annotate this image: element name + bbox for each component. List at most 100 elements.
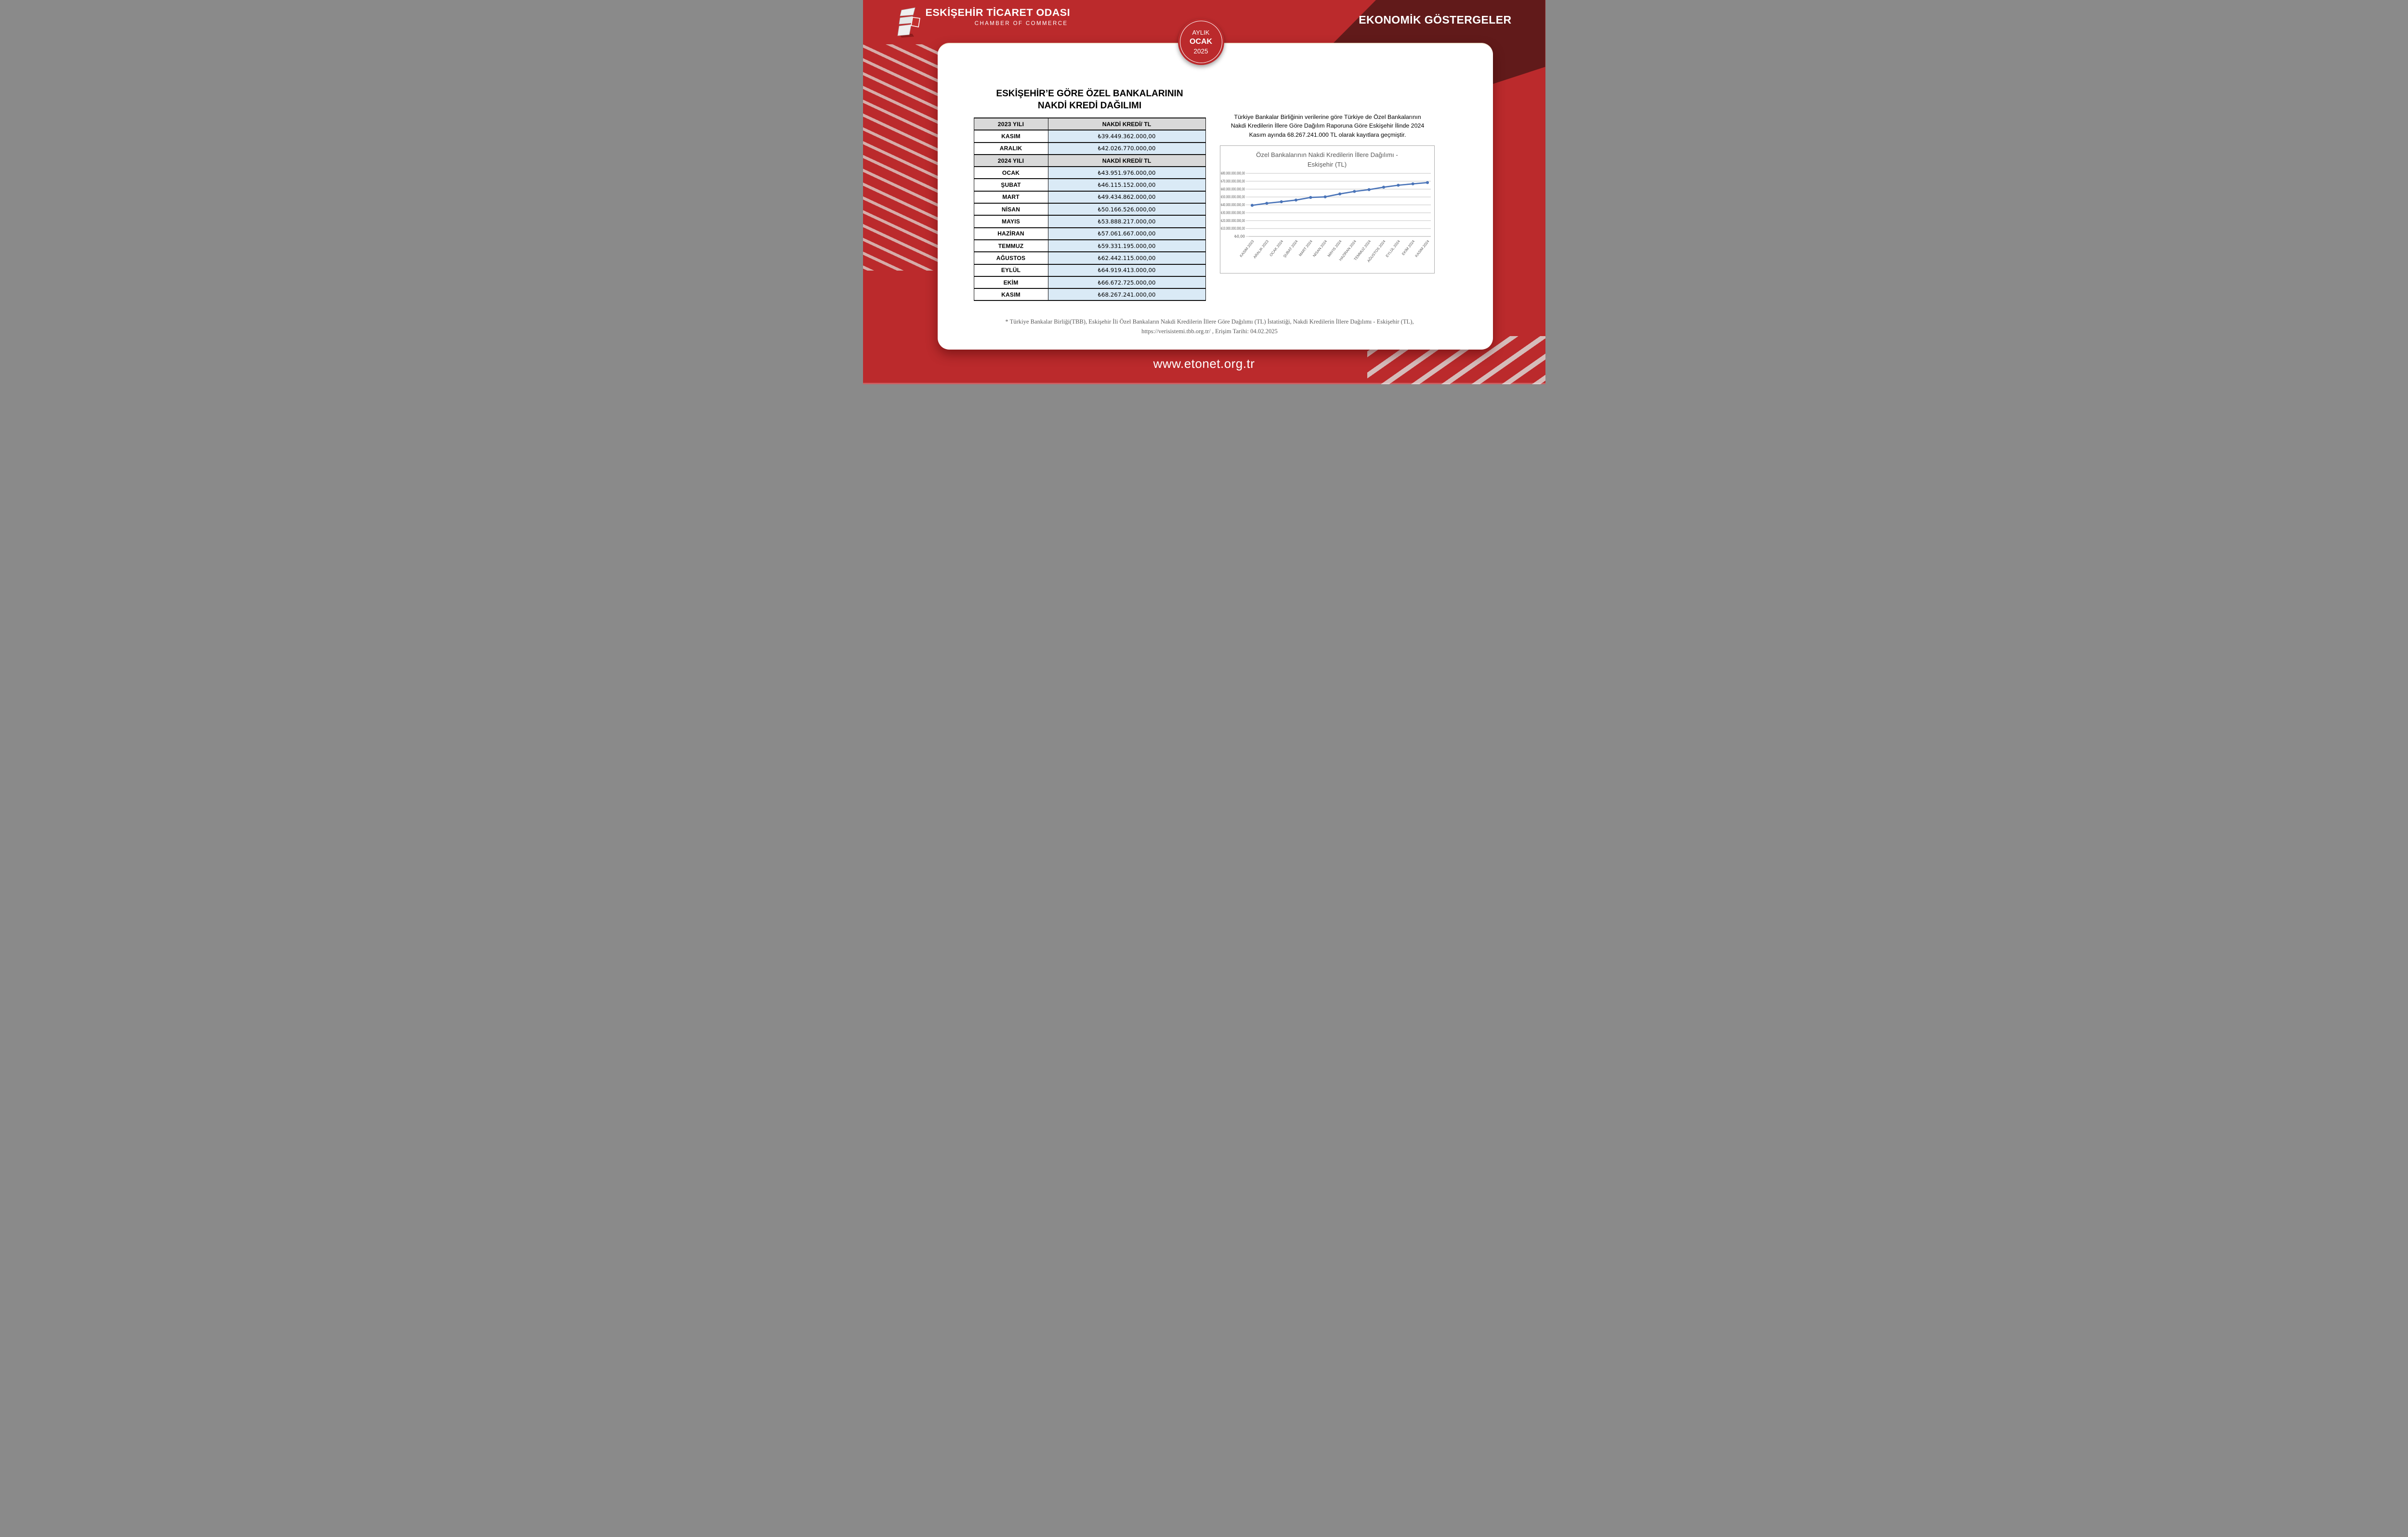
x-axis-tick-label: ŞUBAT 2024 [1282, 239, 1298, 258]
month-cell: MART [973, 190, 1048, 204]
credit-value-cell: ₺39.449.362.000,00 [1047, 130, 1206, 143]
chart-plot-area: ₺80.000.000.000,00 ₺70.000.000.000,00 ₺60.… [1221, 171, 1431, 263]
month-row: OCAK ₺43.951.976.000,00 [973, 166, 1206, 180]
month-cell: EKİM [973, 275, 1048, 289]
month-cell: AĞUSTOS [973, 251, 1048, 265]
month-row: AĞUSTOS ₺62.442.115.000,00 [973, 251, 1206, 265]
month-row: KASIM ₺68.267.241.000,00 [973, 288, 1206, 301]
month-row: MART ₺49.434.862.000,00 [973, 190, 1206, 204]
y-axis-tick-label: ₺40.000.000.000,00 [1221, 203, 1245, 207]
data-point-marker [1352, 190, 1356, 193]
chamber-name-english: CHAMBER OF COMMERCE [974, 21, 1068, 26]
chamber-logo-icon [897, 7, 920, 38]
badge-period-label: AYLIK [1192, 29, 1210, 36]
credit-value-cell: ₺49.434.862.000,00 [1047, 190, 1206, 204]
month-row: NİSAN ₺50.166.526.000,00 [973, 203, 1206, 216]
month-row: KASIM ₺39.449.362.000,00 [973, 130, 1206, 143]
credit-table-title-line2: NAKDİ KREDİ DAĞILIMI [1037, 101, 1142, 111]
x-axis-tick-label: EYLÜL 2024 [1385, 239, 1400, 258]
credit-line-chart: Özel Bankalarının Nakdi Kredilerin İller… [1219, 145, 1435, 274]
credit-value-cell: ₺57.061.667.000,00 [1047, 227, 1206, 240]
source-footnote: * Türkiye Bankalar Birliği(TBB), Eskişeh… [947, 317, 1472, 337]
credit-value-cell: ₺53.888.217.000,00 [1047, 215, 1206, 228]
x-axis-tick-label: OCAK 2024 [1269, 239, 1284, 257]
chart-title: Özel Bankalarının Nakdi Kredilerin İller… [1220, 150, 1434, 169]
credit-value-cell: ₺66.672.725.000,00 [1047, 275, 1206, 289]
y-axis-tick-label: ₺20.000.000.000,00 [1221, 218, 1245, 222]
month-cell: MAYIS [973, 215, 1048, 228]
y-axis-tick-label: ₺70.000.000.000,00 [1221, 179, 1245, 183]
bulletin-page: ESKİŞEHİR TİCARET ODASI CHAMBER OF COMME… [863, 0, 1545, 384]
source-footnote-line1: * Türkiye Bankalar Birliği(TBB), Eskişeh… [1005, 318, 1414, 325]
chart-title-line2: Eskişehir (TL) [1307, 160, 1347, 168]
y-axis-tick-label: ₺10.000.000.000,00 [1221, 226, 1245, 231]
data-point-marker [1367, 188, 1371, 191]
credit-value-cell: ₺64.919.413.000,00 [1047, 263, 1206, 277]
x-axis-tick-label: KASIM 2023 [1239, 239, 1255, 258]
month-cell: KASIM [973, 130, 1048, 143]
data-point-marker [1411, 182, 1414, 185]
month-cell: ŞUBAT [973, 178, 1048, 192]
credit-value-cell: ₺46.115.152.000,00 [1047, 178, 1206, 192]
credit-table-body: 2023 YILI NAKDİ KREDİ/ TL KASIM ₺39.449.362… [973, 117, 1206, 301]
data-point-marker [1294, 198, 1297, 202]
year-label-cell: 2023 YILI [973, 117, 1048, 131]
website-url: www.etonet.org.tr [1153, 356, 1255, 371]
month-row: EKİM ₺66.672.725.000,00 [973, 275, 1206, 289]
month-cell: EYLÜL [973, 263, 1048, 277]
x-axis-tick-label: EKİM 2024 [1401, 239, 1415, 256]
chamber-logo: ESKİŞEHİR TİCARET ODASI CHAMBER OF COMME… [895, 7, 1071, 39]
x-axis-tick-label: KASIM 2024 [1414, 239, 1430, 258]
month-row: TEMMUZ ₺59.331.195.000,00 [973, 239, 1206, 253]
credit-value-cell: ₺50.166.526.000,00 [1047, 203, 1206, 216]
y-axis-tick-label: ₺30.000.000.000,00 [1221, 210, 1245, 215]
month-cell: TEMMUZ [973, 239, 1048, 253]
y-axis-tick-label: ₺80.000.000.000,00 [1221, 171, 1245, 175]
value-header-cell: NAKDİ KREDİ/ TL [1047, 117, 1206, 131]
data-point-marker [1396, 183, 1400, 187]
data-point-marker [1250, 203, 1254, 207]
chamber-name: ESKİŞEHİR TİCARET ODASI [925, 7, 1071, 18]
month-cell: OCAK [973, 166, 1048, 180]
credit-value-cell: ₺42.026.770.000,00 [1047, 142, 1206, 155]
data-point-marker [1323, 195, 1327, 198]
source-footnote-line2: https://verisistemi.tbb.org.tr/ , Erişim… [1141, 328, 1278, 335]
summary-line1: Türkiye Bankalar Birliğinin verilerine g… [1234, 114, 1421, 120]
data-point-marker [1280, 200, 1283, 203]
month-cell: NİSAN [973, 203, 1048, 216]
data-point-marker [1309, 195, 1312, 199]
x-axis-tick-label: NİSAN 2024 [1312, 239, 1328, 258]
year-header-row: 2023 YILI NAKDİ KREDİ/ TL [973, 117, 1206, 131]
credit-table-title: ESKİŞEHİR’E GÖRE ÖZEL BANKALARININ NAKDİ… [974, 88, 1206, 112]
x-axis-tick-label: MAYIS 2024 [1326, 239, 1342, 258]
month-row: ŞUBAT ₺46.115.152.000,00 [973, 178, 1206, 192]
credit-value-cell: ₺62.442.115.000,00 [1047, 251, 1206, 265]
x-axis-tick-label: ARALIK 2023 [1252, 239, 1269, 259]
badge-inner-ring: AYLIK OCAK 2025 [1179, 21, 1222, 63]
y-axis-tick-label: ₺60.000.000.000,00 [1221, 187, 1245, 191]
month-cell: ARALIK [973, 142, 1048, 155]
data-point-marker [1426, 181, 1429, 184]
diagonal-stripes-left-decoration [863, 44, 945, 271]
month-row: HAZİRAN ₺57.061.667.000,00 [973, 227, 1206, 240]
year-header-row: 2024 YILI NAKDİ KREDİ/ TL [973, 154, 1206, 168]
credit-value-cell: ₺68.267.241.000,00 [1047, 288, 1206, 301]
page-title: EKONOMİK GÖSTERGELER [1359, 13, 1512, 26]
year-label-cell: 2024 YILI [973, 154, 1048, 168]
summary-line2: Nakdi Kredilerin İllere Göre Dağılım Rap… [1230, 122, 1425, 130]
month-cell: HAZİRAN [973, 227, 1048, 240]
x-axis-tick-label: MART 2024 [1298, 239, 1313, 257]
month-row: MAYIS ₺53.888.217.000,00 [973, 215, 1206, 228]
y-axis-tick-label: ₺0,00 [1234, 234, 1245, 238]
bottom-edge-highlight [863, 383, 1545, 384]
value-header-cell: NAKDİ KREDİ/ TL [1047, 154, 1206, 168]
month-row: EYLÜL ₺64.919.413.000,00 [973, 263, 1206, 277]
data-point-marker [1338, 192, 1341, 195]
chart-title-line1: Özel Bankalarının Nakdi Kredilerin İller… [1256, 151, 1398, 158]
credit-table-title-line1: ESKİŞEHİR’E GÖRE ÖZEL BANKALARININ [996, 89, 1183, 99]
badge-year-label: 2025 [1193, 48, 1208, 55]
month-row: ARALIK ₺42.026.770.000,00 [973, 142, 1206, 155]
summary-line3: Kasım ayında 68.267.241.000 TL olarak ka… [1249, 131, 1406, 138]
badge-month-label: OCAK [1189, 38, 1213, 46]
monthly-period-badge: AYLIK OCAK 2025 [1178, 19, 1224, 65]
